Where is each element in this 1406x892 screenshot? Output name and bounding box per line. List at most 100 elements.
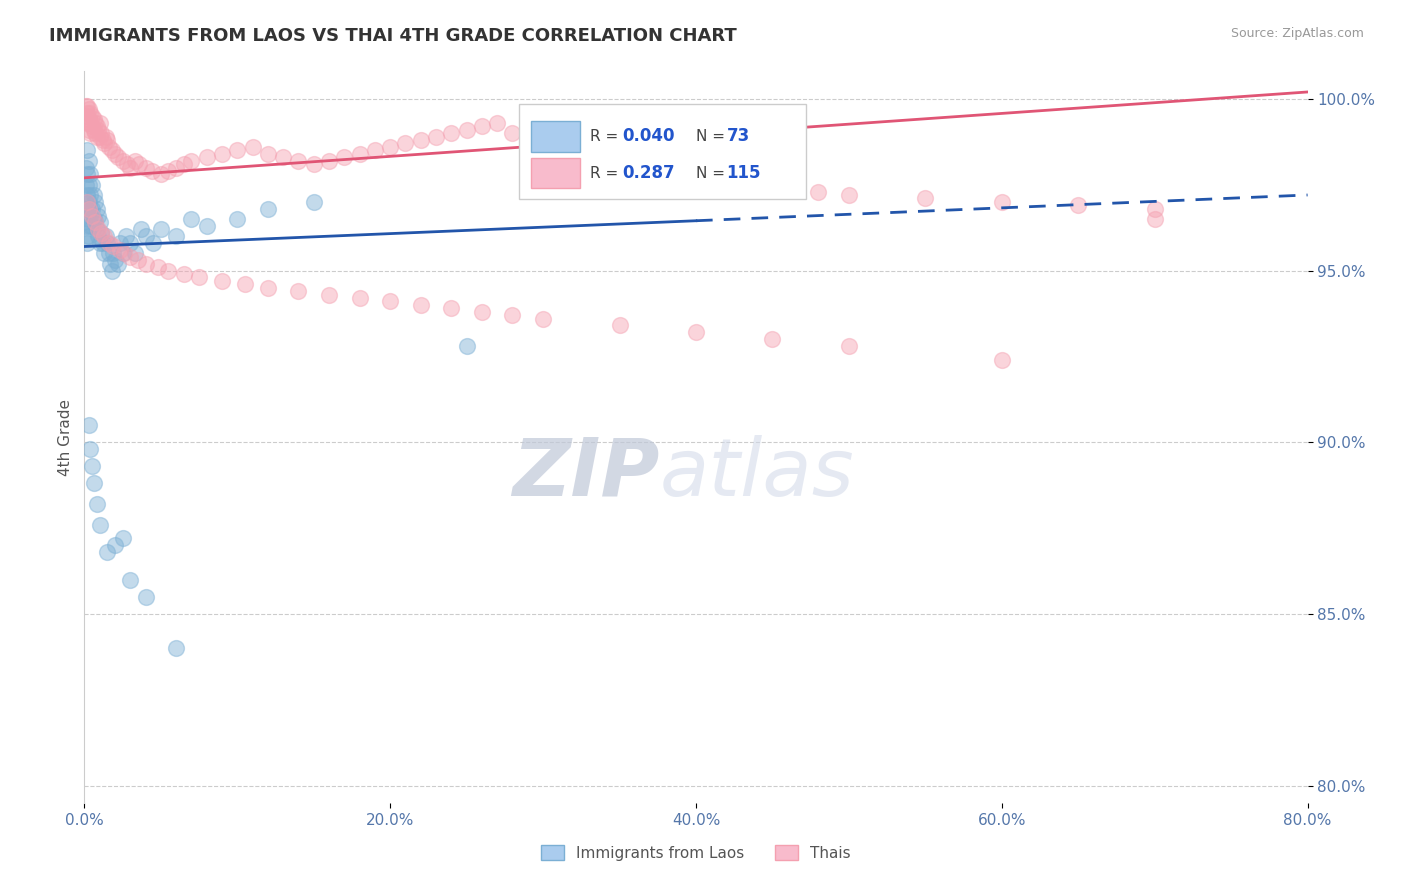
- Point: [76, 229, 98, 244]
- Point: [211, 274, 233, 288]
- Point: [165, 641, 187, 656]
- Point: [173, 267, 195, 281]
- Point: [1143, 212, 1166, 227]
- Point: [77, 112, 100, 127]
- Text: R =: R =: [589, 166, 617, 180]
- Point: [76, 188, 98, 202]
- Point: [233, 277, 256, 292]
- Point: [83, 188, 105, 202]
- Text: 0.287: 0.287: [623, 164, 675, 182]
- Point: [84, 116, 107, 130]
- Point: [84, 194, 107, 209]
- Point: [609, 318, 631, 333]
- Point: [77, 102, 100, 116]
- Point: [76, 202, 98, 216]
- Bar: [531, 121, 579, 152]
- Point: [86, 202, 108, 216]
- Point: [76, 105, 98, 120]
- Point: [77, 212, 100, 227]
- Point: [287, 284, 309, 298]
- Text: N =: N =: [696, 129, 725, 144]
- Point: [104, 538, 127, 552]
- Point: [96, 133, 118, 147]
- Point: [101, 263, 124, 277]
- Point: [86, 129, 108, 144]
- Point: [226, 144, 249, 158]
- Point: [112, 246, 135, 260]
- Point: [76, 116, 98, 130]
- Point: [103, 246, 125, 260]
- Point: [211, 146, 233, 161]
- Text: R =: R =: [589, 129, 617, 144]
- Point: [129, 222, 152, 236]
- Text: atlas: atlas: [659, 434, 853, 513]
- Point: [97, 246, 120, 260]
- Point: [84, 215, 107, 229]
- Point: [104, 146, 127, 161]
- Point: [111, 153, 134, 168]
- Point: [157, 263, 180, 277]
- Point: [157, 164, 180, 178]
- Point: [364, 144, 387, 158]
- Point: [77, 229, 100, 244]
- Point: [87, 122, 110, 136]
- Point: [77, 178, 100, 192]
- Point: [79, 116, 101, 130]
- Point: [242, 140, 264, 154]
- Point: [349, 291, 371, 305]
- Point: [98, 257, 121, 271]
- Point: [75, 161, 97, 175]
- Point: [89, 129, 111, 144]
- Point: [188, 270, 211, 285]
- Point: [135, 229, 157, 244]
- Point: [83, 122, 105, 136]
- Point: [1143, 202, 1166, 216]
- Point: [502, 308, 524, 322]
- Point: [685, 167, 707, 181]
- Bar: [519, 104, 806, 200]
- Point: [111, 532, 134, 546]
- Point: [409, 133, 432, 147]
- Point: [120, 161, 142, 175]
- Point: [89, 215, 111, 229]
- Point: [75, 219, 97, 233]
- Point: [128, 157, 150, 171]
- Point: [991, 352, 1014, 367]
- Point: [83, 212, 105, 227]
- Point: [562, 140, 585, 154]
- Point: [394, 136, 416, 151]
- Point: [79, 202, 101, 216]
- Point: [93, 229, 115, 244]
- Point: [654, 161, 676, 175]
- Point: [991, 194, 1014, 209]
- Point: [77, 418, 100, 433]
- Point: [318, 287, 340, 301]
- Point: [716, 174, 738, 188]
- Point: [76, 167, 98, 181]
- Point: [77, 122, 100, 136]
- Point: [180, 212, 202, 227]
- Point: [761, 332, 783, 346]
- Text: 0.040: 0.040: [623, 128, 675, 145]
- Point: [76, 235, 98, 250]
- Point: [349, 146, 371, 161]
- Point: [89, 517, 111, 532]
- Point: [76, 212, 98, 227]
- Text: IMMIGRANTS FROM LAOS VS THAI 4TH GRADE CORRELATION CHART: IMMIGRANTS FROM LAOS VS THAI 4TH GRADE C…: [49, 27, 737, 45]
- Point: [914, 191, 936, 205]
- Point: [79, 167, 101, 181]
- Point: [93, 136, 115, 151]
- Point: [107, 150, 129, 164]
- Point: [120, 250, 142, 264]
- Bar: [531, 158, 579, 188]
- Point: [165, 161, 187, 175]
- Point: [195, 150, 218, 164]
- Point: [108, 235, 131, 250]
- Point: [80, 178, 103, 192]
- Point: [120, 573, 142, 587]
- Point: [380, 140, 402, 154]
- Point: [86, 222, 108, 236]
- Point: [486, 116, 509, 130]
- Legend: Immigrants from Laos, Thais: Immigrants from Laos, Thais: [533, 837, 859, 868]
- Point: [531, 311, 554, 326]
